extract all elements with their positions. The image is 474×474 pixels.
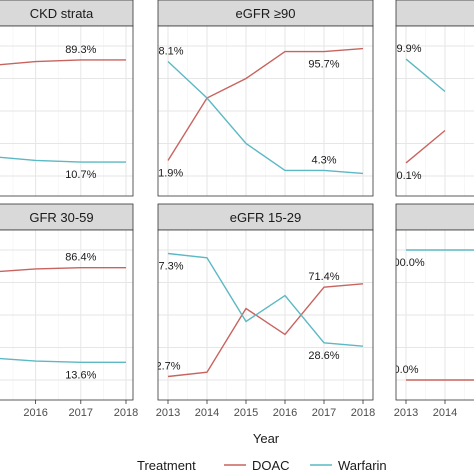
data-label-doac: 2.7% — [155, 360, 180, 372]
x-tick-label: 2017 — [312, 407, 336, 419]
series-line-doac — [167, 283, 364, 378]
x-axis-ticks: 2016 2017 2018 — [23, 400, 138, 419]
series-line-warfarin — [167, 252, 364, 347]
data-label-doac: 71.4% — [308, 271, 339, 283]
x-tick-label: 2018 — [351, 407, 375, 419]
legend-title: Treatment — [137, 458, 196, 473]
panel-2: eGFR ≥90 11.9% 95.7% 88.1% 4.3% — [152, 0, 374, 197]
legend: Treatment DOAC Warfarin — [137, 458, 387, 473]
panel-plot: 2.7% 71.4% 97.3% 28.6% — [152, 230, 373, 400]
panel-strip — [0, 0, 134, 27]
panel-border — [157, 229, 374, 401]
panel-1: CKD strata 89.3% 10.7% — [0, 0, 134, 197]
data-label-warfarin: 88.1% — [152, 45, 183, 57]
series-line-warfarin — [0, 357, 126, 363]
panel-5: eGFR 15-292.7%71.4%97.3%28.6%2013 2014 201… — [152, 203, 375, 419]
x-tick-label: 2014 — [195, 407, 219, 419]
panel-border — [395, 229, 474, 401]
data-label-warfarin: 13.6% — [65, 369, 96, 381]
data-label-doac: 95.7% — [308, 59, 339, 71]
data-label-warfarin: 89.9% — [390, 43, 421, 55]
series-line-doac — [0, 267, 126, 273]
panel-4: GFR 30-59 86.4% 13.6% 2016 2017 2018 — [0, 203, 138, 419]
panel-plot: 11.9% 95.7% 88.1% 4.3% — [152, 26, 373, 196]
x-tick-label: 2015 — [234, 407, 258, 419]
panel-border — [157, 25, 374, 197]
data-label-doac: 86.4% — [65, 252, 96, 264]
panel-border — [0, 25, 134, 197]
series-line-warfarin — [167, 60, 364, 175]
x-axis-ticks: 2013 2014 2015 2016 2017 2018 — [156, 400, 375, 419]
x-tick-label: 2016 — [23, 407, 47, 419]
x-axis-title: Year — [253, 431, 280, 446]
x-axis-title-text: Year — [253, 431, 280, 446]
panels-layer: CKD strata 89.3% 10.7% eGFR ≥90 11.9% 95.7% 88… — [0, 0, 474, 419]
series-line-doac — [0, 59, 126, 66]
panel-strip — [395, 203, 474, 231]
x-axis-ticks: 2013 2014 — [394, 400, 457, 419]
x-tick-label: 2014 — [433, 407, 457, 419]
panel-strip — [0, 203, 134, 231]
panel-plot: 89.3% 10.7% — [0, 26, 133, 196]
data-label-warfarin: 28.6% — [308, 350, 339, 362]
data-label-doac: 10.1% — [390, 170, 421, 182]
panel-strip — [157, 203, 374, 231]
series-line-doac — [167, 47, 364, 161]
x-tick-label: 2018 — [114, 407, 138, 419]
panel-plot: 86.4% 13.6% — [0, 230, 133, 400]
panel-border — [395, 25, 474, 197]
panel-plot: 10.1% 89.9% — [390, 26, 474, 196]
panel-strip-title: CKD strata — [30, 6, 94, 21]
panel-plot: 0.0% 100.0% — [387, 230, 474, 400]
x-tick-label: 2013 — [156, 407, 180, 419]
panel-3: e10.1%89.9% — [390, 0, 474, 197]
data-label-warfarin: 10.7% — [65, 169, 96, 181]
data-label-doac: 0.0% — [393, 364, 418, 376]
data-label-doac: 11.9% — [153, 168, 184, 180]
data-label-warfarin: 97.3% — [152, 261, 183, 273]
legend-label-warfarin: Warfarin — [338, 458, 387, 473]
panel-border — [0, 229, 134, 401]
data-label-warfarin: 100.0% — [387, 257, 425, 269]
data-label-doac: 89.3% — [65, 44, 96, 56]
legend-label-doac: DOAC — [252, 458, 290, 473]
series-line-warfarin — [0, 156, 126, 163]
panel-strip — [395, 0, 474, 27]
x-tick-label: 2016 — [273, 407, 297, 419]
panel-strip-title: eGFR ≥90 — [236, 6, 296, 21]
series-line-warfarin — [405, 58, 446, 93]
panel-strip-title: eGFR 15-29 — [230, 210, 302, 225]
series-line-doac — [405, 129, 446, 164]
x-tick-label: 2013 — [394, 407, 418, 419]
panel-strip-title: GFR 30-59 — [29, 210, 93, 225]
x-tick-label: 2017 — [69, 407, 93, 419]
data-label-warfarin: 4.3% — [311, 154, 336, 166]
